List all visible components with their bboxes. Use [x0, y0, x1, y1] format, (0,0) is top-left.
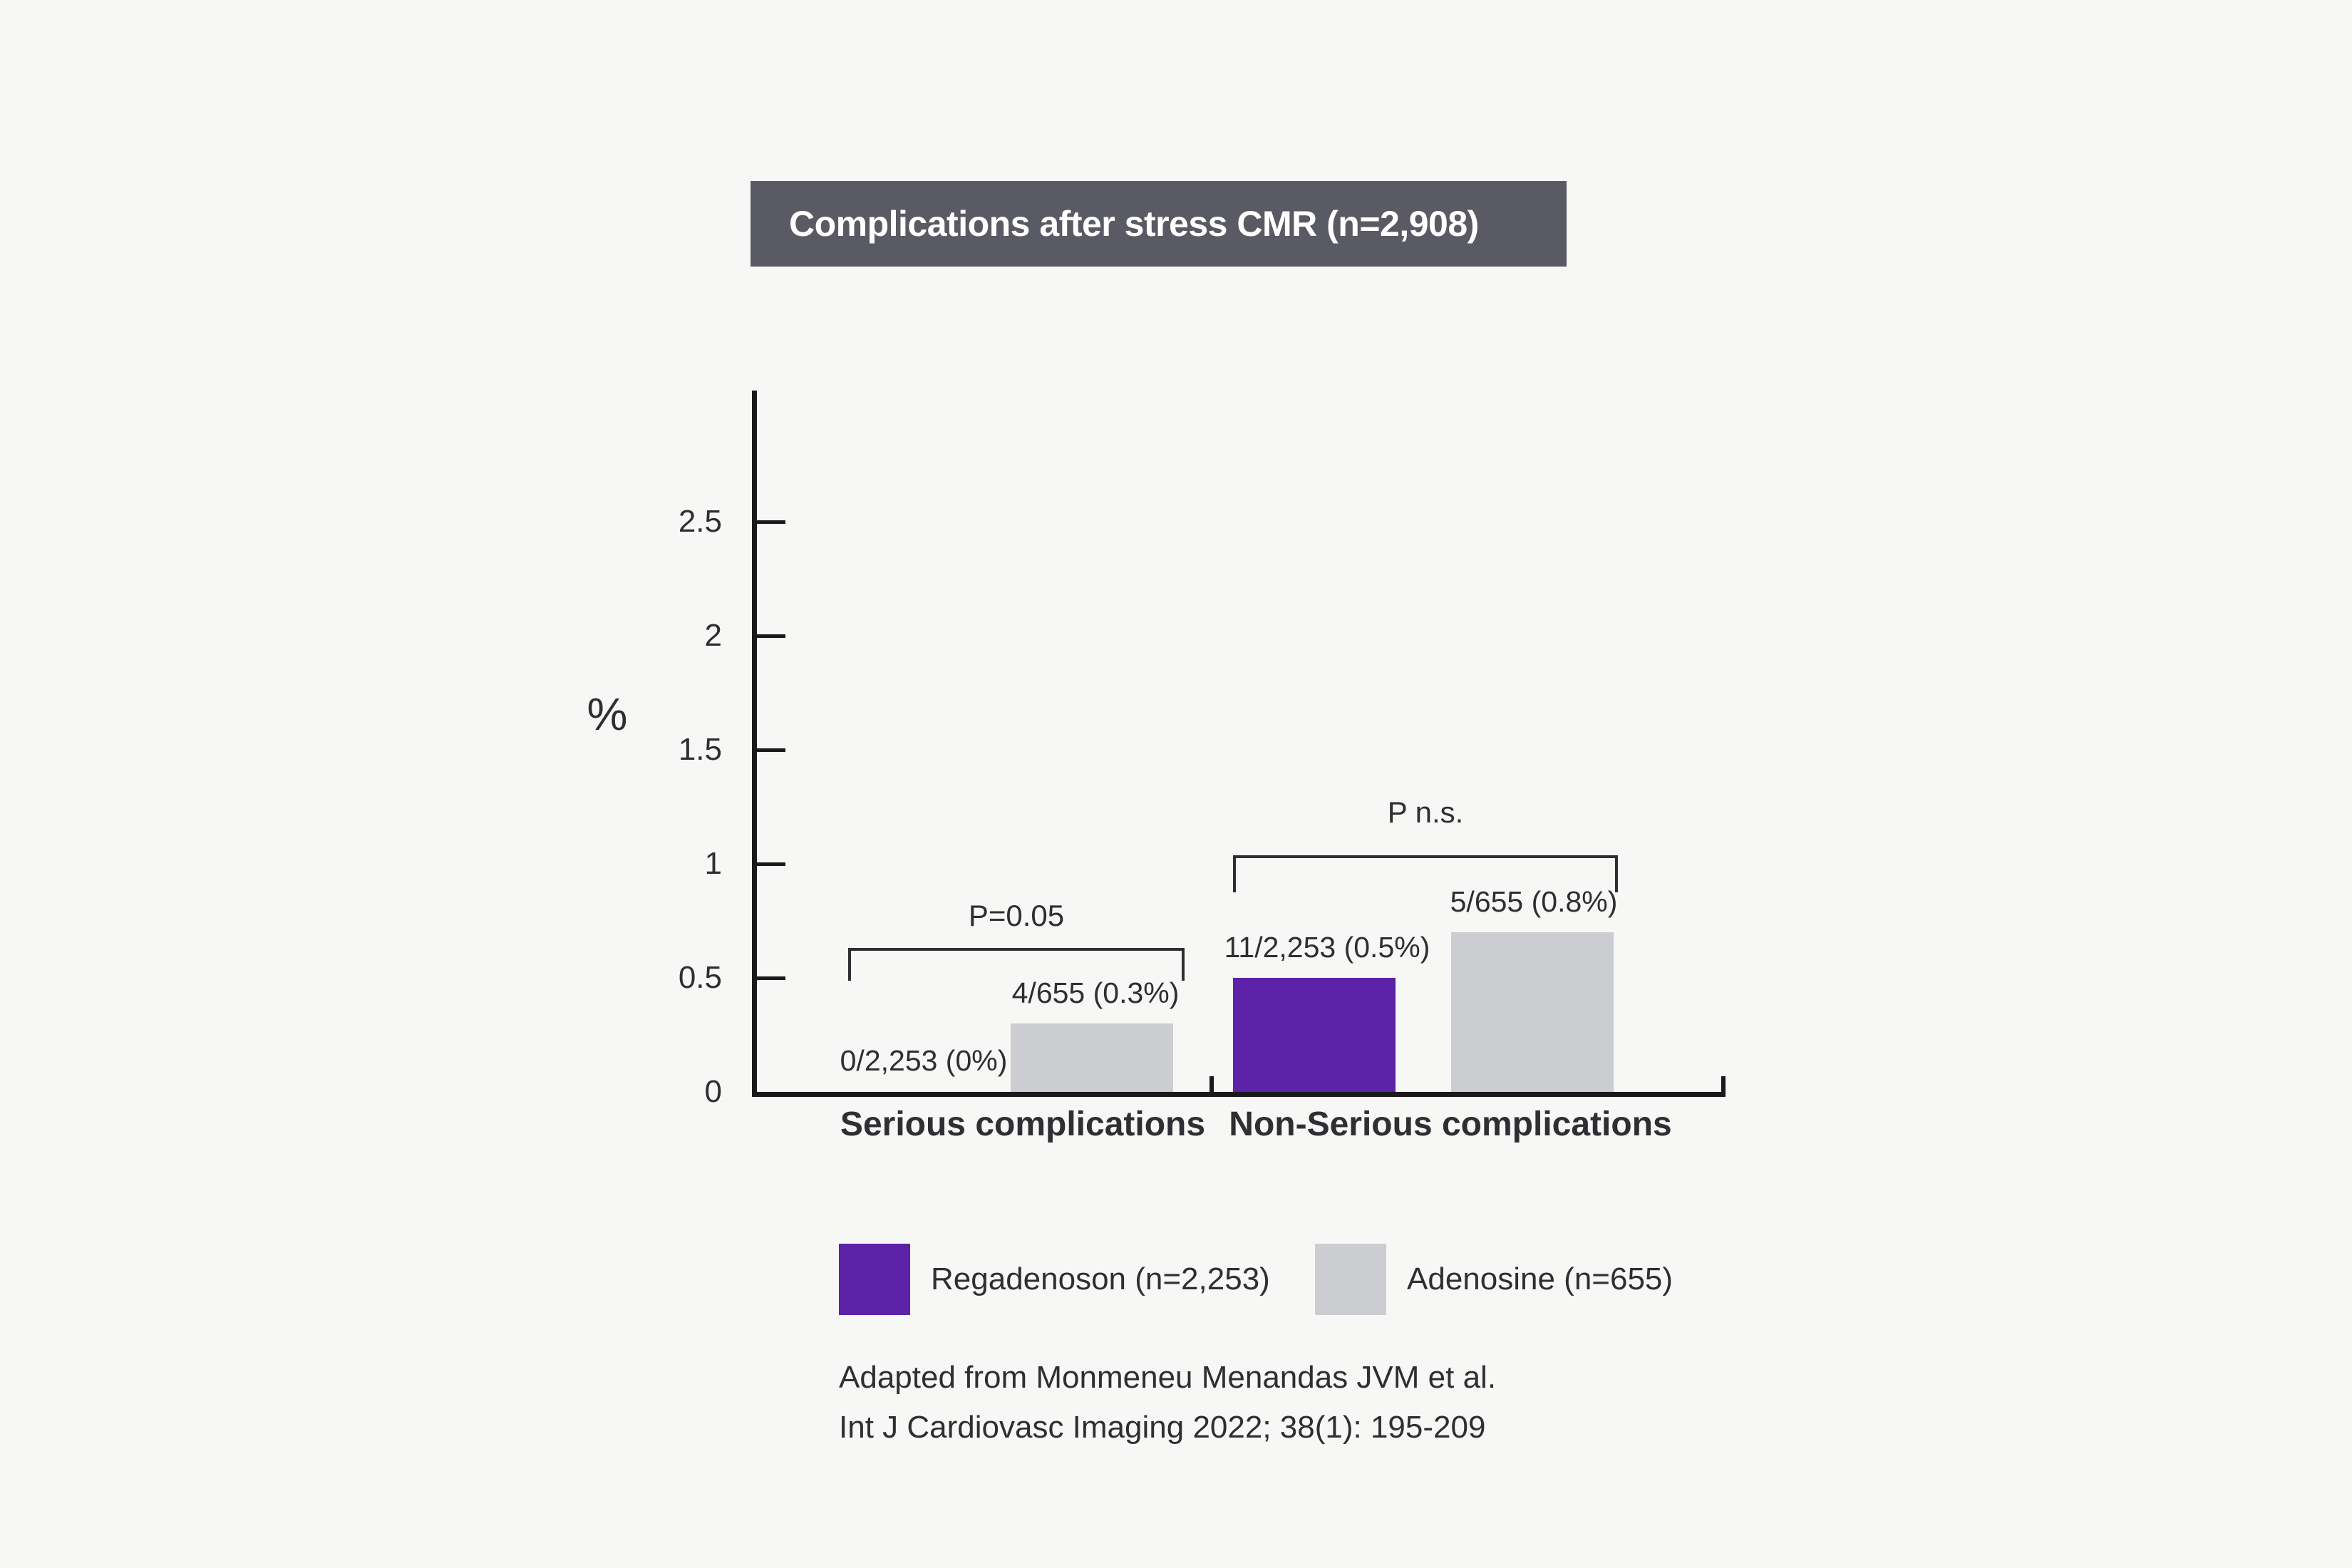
bar-non-serious-complications-series-1	[1451, 932, 1614, 1092]
x-axis-line	[752, 1092, 1726, 1097]
legend-swatch-regadenoson	[839, 1244, 910, 1315]
y-tick-0.5	[757, 976, 785, 980]
chart-title: Complications after stress CMR (n=2,908)	[789, 204, 1479, 244]
source-line-2: Int J Cardiovasc Imaging 2022; 38(1): 19…	[839, 1410, 1486, 1445]
legend-swatch-adenosine	[1315, 1244, 1386, 1315]
bar-non-serious-complications-series-0	[1233, 978, 1396, 1092]
x-category-label: Non-Serious complications	[1229, 1105, 1672, 1143]
legend-label-regadenoson: Regadenoson (n=2,253)	[931, 1262, 1270, 1296]
chart-title-bar: Complications after stress CMR (n=2,908)	[751, 181, 1567, 267]
source-citation: Adapted from Monmeneu Menandas JVM et al…	[839, 1353, 1496, 1453]
x-category-label: Serious complications	[840, 1105, 1206, 1143]
y-axis-unit-label: %	[587, 688, 628, 740]
y-tick-label-0.5: 0.5	[678, 960, 722, 995]
significance-bracket	[848, 948, 1185, 981]
y-tick-2.5	[757, 520, 785, 524]
y-axis-line	[752, 391, 757, 1097]
y-tick-1.5	[757, 748, 785, 752]
significance-bracket	[1233, 855, 1618, 892]
y-tick-1	[757, 862, 785, 866]
bar-value-label: 0/2,253 (0%)	[840, 1044, 1008, 1077]
bar-value-label: 5/655 (0.8%)	[1450, 885, 1618, 918]
y-tick-label-0: 0	[704, 1074, 722, 1109]
y-tick-label-1: 1	[704, 846, 722, 881]
y-tick-label-2: 2	[704, 618, 722, 653]
y-tick-label-1.5: 1.5	[678, 732, 722, 767]
x-tick-0	[1209, 1076, 1214, 1092]
bar-value-label: 11/2,253 (0.5%)	[1224, 931, 1430, 964]
bar-serious-complications-series-1	[1011, 1023, 1173, 1092]
y-tick-2	[757, 634, 785, 638]
p-value-label: P=0.05	[968, 899, 1065, 932]
x-tick-1	[1721, 1076, 1726, 1092]
source-line-1: Adapted from Monmeneu Menandas JVM et al…	[839, 1360, 1497, 1395]
legend-label-adenosine: Adenosine (n=655)	[1407, 1262, 1673, 1296]
y-tick-label-2.5: 2.5	[678, 504, 722, 539]
bar-value-label: 4/655 (0.3%)	[1011, 976, 1180, 1009]
p-value-label: P n.s.	[1387, 795, 1464, 829]
